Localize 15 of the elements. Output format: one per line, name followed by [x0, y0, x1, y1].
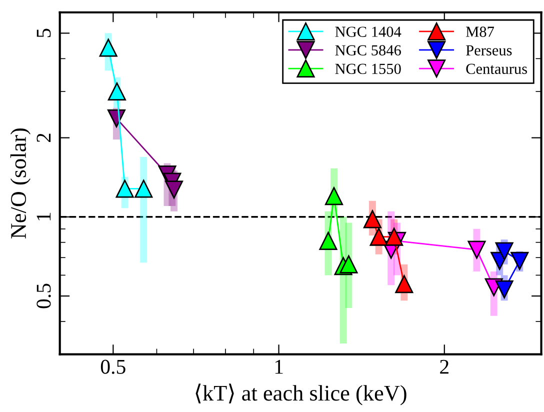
- legend-label: NGC 1550: [335, 64, 401, 74]
- y-tick-label: 2: [36, 134, 51, 142]
- legend-label: Centaurus: [466, 64, 527, 74]
- y-tick-label: 0.5: [36, 284, 51, 308]
- legend-label: M87: [466, 26, 494, 37]
- y-tick-label: 1: [36, 212, 51, 220]
- y-tick-label: 5: [36, 28, 51, 38]
- x-tick-label: 2: [440, 360, 448, 374]
- legend-label: NGC 5846: [335, 45, 401, 56]
- x-axis-title: ⟨kT⟩ at each slice (keV): [196, 384, 406, 406]
- legend-label: Perseus: [466, 45, 512, 56]
- legend-label: NGC 1404: [335, 26, 402, 37]
- x-tick-label: 0.5: [100, 360, 126, 374]
- y-axis-title: Ne/O (solar): [10, 128, 31, 239]
- x-tick-label: 1: [275, 360, 283, 374]
